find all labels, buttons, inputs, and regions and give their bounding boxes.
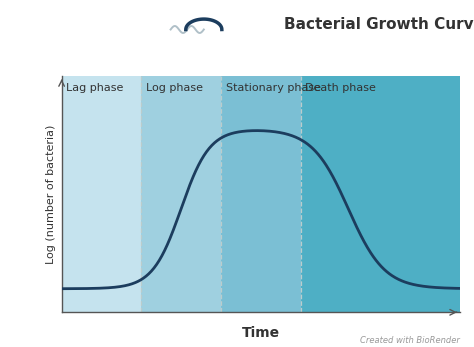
Bar xyxy=(221,76,301,312)
Text: Bacterial Growth Curve: Bacterial Growth Curve xyxy=(284,17,474,32)
Bar xyxy=(62,76,141,312)
Text: Stationary phase: Stationary phase xyxy=(226,83,321,93)
Text: Created with BioRender: Created with BioRender xyxy=(360,336,460,345)
Text: Death phase: Death phase xyxy=(305,83,376,93)
Y-axis label: Log (number of bacteria): Log (number of bacteria) xyxy=(46,125,56,264)
Text: Log phase: Log phase xyxy=(146,83,203,93)
Bar xyxy=(301,76,460,312)
Text: Time: Time xyxy=(242,326,280,340)
Bar xyxy=(141,76,221,312)
Text: Lag phase: Lag phase xyxy=(66,83,124,93)
